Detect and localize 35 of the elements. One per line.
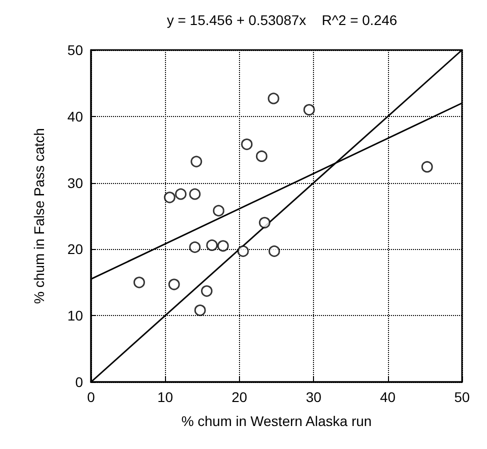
- point: [201, 285, 212, 297]
- point: [256, 150, 268, 162]
- point: [268, 245, 280, 257]
- point: [189, 241, 201, 253]
- y-tick-label: 20: [67, 241, 84, 258]
- point: [241, 138, 253, 150]
- point: [133, 276, 145, 288]
- x-tick-label: 40: [380, 389, 396, 405]
- y-tick-label: 50: [67, 42, 84, 58]
- point: [168, 278, 180, 290]
- point: [164, 192, 176, 204]
- x-tick-label: 10: [157, 389, 174, 405]
- point: [217, 240, 229, 252]
- point: [206, 239, 218, 251]
- x-tick-label: 50: [454, 389, 470, 405]
- chart-title: y = 15.456 + 0.53087x R^2 = 0.246: [166, 12, 398, 28]
- point: [189, 188, 201, 200]
- y-axis-title: % chum in False Pass catch: [31, 128, 47, 304]
- y-tick-label: 30: [67, 174, 84, 191]
- point: [258, 216, 270, 228]
- x-axis-title: % chum in Western Alaska run: [181, 413, 372, 429]
- point: [303, 104, 315, 116]
- point: [190, 156, 202, 168]
- point: [237, 245, 249, 257]
- point: [194, 304, 206, 316]
- x-tick-label: 30: [306, 389, 322, 405]
- point: [268, 92, 280, 104]
- point: [421, 161, 433, 173]
- y-tick-label: 40: [67, 108, 84, 124]
- y-tick-label: 0: [75, 374, 84, 390]
- x-tick-label: 20: [232, 389, 248, 405]
- point: [175, 188, 187, 200]
- point: [212, 204, 224, 216]
- y-tick-label: 10: [67, 308, 84, 324]
- x-tick-label: 0: [87, 389, 96, 405]
